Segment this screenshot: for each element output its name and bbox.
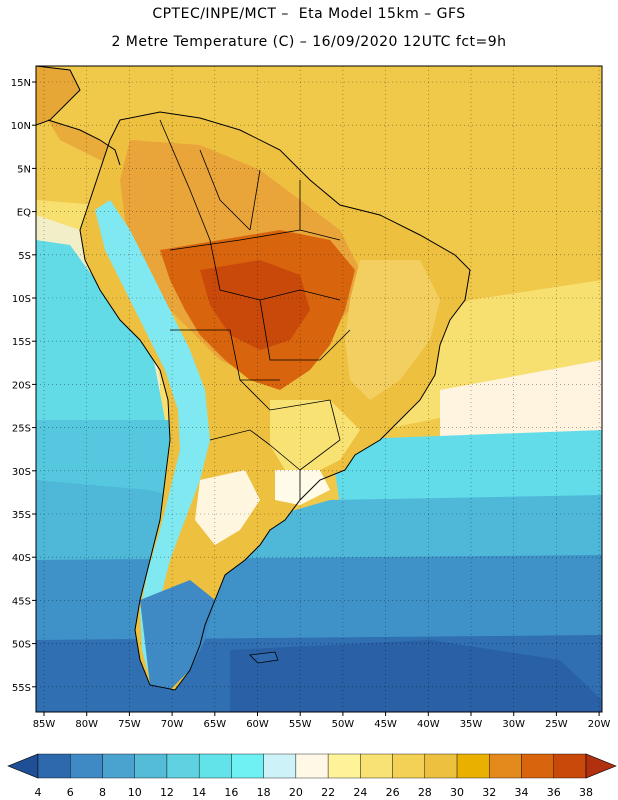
- lon-label: 45W: [374, 719, 397, 730]
- map-title-line1: CPTEC/INPE/MCT – Eta Model 15km – GFS: [152, 6, 466, 22]
- colorbar-arrow-low: [7, 753, 39, 779]
- falklands-coastline: [249, 651, 279, 664]
- lat-label: 5S: [18, 251, 31, 262]
- lat-label: 5N: [17, 164, 31, 175]
- colorbar-box: [198, 753, 232, 779]
- colorbar-label: 16: [224, 786, 238, 799]
- latitude-labels: 15N 10N 5N EQ 5S 10S 15S 20S 25S 30S 35S 40S 45S 50S 5…: [11, 78, 31, 694]
- southern-ocean-field: [36, 555, 602, 640]
- south-atlantic-warm: [330, 430, 602, 505]
- colorbar-label: 24: [353, 786, 367, 799]
- colorbar-label: 30: [450, 786, 464, 799]
- colorbar-label: 14: [192, 786, 206, 799]
- lon-label: 75W: [118, 719, 141, 730]
- pampas-region: [275, 470, 330, 505]
- central-america-coastline: [36, 66, 121, 166]
- colorbar-box: [456, 753, 490, 779]
- colorbar-label: 20: [289, 786, 303, 799]
- colorbar-label: 26: [386, 786, 400, 799]
- lat-label: 10N: [11, 121, 31, 132]
- lat-label: 20S: [12, 380, 31, 391]
- cuyo-region: [195, 470, 260, 545]
- lon-label: 35W: [460, 719, 483, 730]
- colorbar-box: [489, 753, 522, 779]
- lon-label: 20W: [588, 719, 611, 730]
- map-frame: [35, 65, 603, 713]
- colorbar-label: 32: [482, 786, 496, 799]
- colorbar-box: [134, 753, 168, 779]
- colorbar-box: [521, 753, 554, 779]
- colorbar-label: 28: [418, 786, 432, 799]
- colorbar-arrow-high: [585, 753, 617, 779]
- lon-label: 60W: [246, 719, 269, 730]
- map-field: [36, 66, 602, 712]
- pacific-cool-field: [36, 240, 165, 420]
- lat-label: 15S: [12, 337, 31, 348]
- colorbar-label: 38: [579, 786, 593, 799]
- colorbar-label: 6: [67, 786, 74, 799]
- colorbar-box: [231, 753, 264, 779]
- lat-label: 10S: [12, 294, 31, 305]
- lat-label: 55S: [12, 683, 31, 694]
- lon-label: 50W: [332, 719, 355, 730]
- south-america-coastline: [79, 111, 471, 691]
- northeast-brazil-region: [345, 260, 440, 400]
- colorbar-box: [327, 753, 361, 779]
- colorbar-label: 34: [515, 786, 529, 799]
- colorbar-label: 10: [128, 786, 142, 799]
- central-america-land: [36, 66, 80, 125]
- lat-label: 40S: [12, 553, 31, 564]
- lon-label: 40W: [417, 719, 440, 730]
- lat-label: 30S: [12, 467, 31, 478]
- colorbar-box: [70, 753, 103, 779]
- colorbar-box: [392, 753, 426, 779]
- lat-label: 50S: [12, 640, 31, 651]
- colorbar-box: [553, 753, 587, 779]
- colorbar-box: [360, 753, 393, 779]
- colorbar-label: 8: [99, 786, 106, 799]
- colorbar-box: [102, 753, 135, 779]
- patagonia-cold: [140, 580, 215, 690]
- colorbar-box: [295, 753, 329, 779]
- colorbar: 4 6 8 10 12 14 16 18 20 22 24 26 28 30 32 34 36 38: [7, 753, 617, 799]
- colorbar-box: [37, 753, 71, 779]
- lon-label: 55W: [289, 719, 312, 730]
- longitude-labels: 85W 80W 75W 70W 65W 60W 55W 50W 45W 40W 35W 30W 25W 2…: [33, 719, 611, 730]
- lat-label: EQ: [17, 208, 31, 219]
- colorbar-box: [166, 753, 200, 779]
- lon-label: 80W: [75, 719, 98, 730]
- hottest-core-region: [200, 260, 310, 350]
- colorbar-label: 4: [35, 786, 42, 799]
- colorbar-label: 22: [321, 786, 335, 799]
- lat-label: 35S: [12, 510, 31, 521]
- map-title-line2: 2 Metre Temperature (C) – 16/09/2020 12U…: [111, 34, 507, 50]
- colorbar-box: [424, 753, 458, 779]
- atlantic-warm-patch: [440, 360, 602, 445]
- lat-label: 25S: [12, 424, 31, 435]
- south-brazil-region: [270, 400, 360, 475]
- panama-isthmus: [48, 120, 120, 165]
- andes-cold-strip: [95, 200, 210, 680]
- lon-label: 25W: [545, 719, 568, 730]
- lon-label: 70W: [161, 719, 184, 730]
- lon-label: 85W: [33, 719, 56, 730]
- lon-label: 30W: [502, 719, 525, 730]
- colorbar-box: [263, 753, 297, 779]
- lat-label: 45S: [12, 596, 31, 607]
- cold-tongue: [230, 640, 602, 712]
- graticule: [32, 66, 602, 716]
- lon-label: 65W: [203, 719, 226, 730]
- falklands-land: [250, 652, 278, 663]
- colorbar-label: 18: [257, 786, 271, 799]
- colorbar-label: 36: [547, 786, 561, 799]
- colorbar-label: 12: [160, 786, 174, 799]
- lat-label: 15N: [11, 78, 31, 89]
